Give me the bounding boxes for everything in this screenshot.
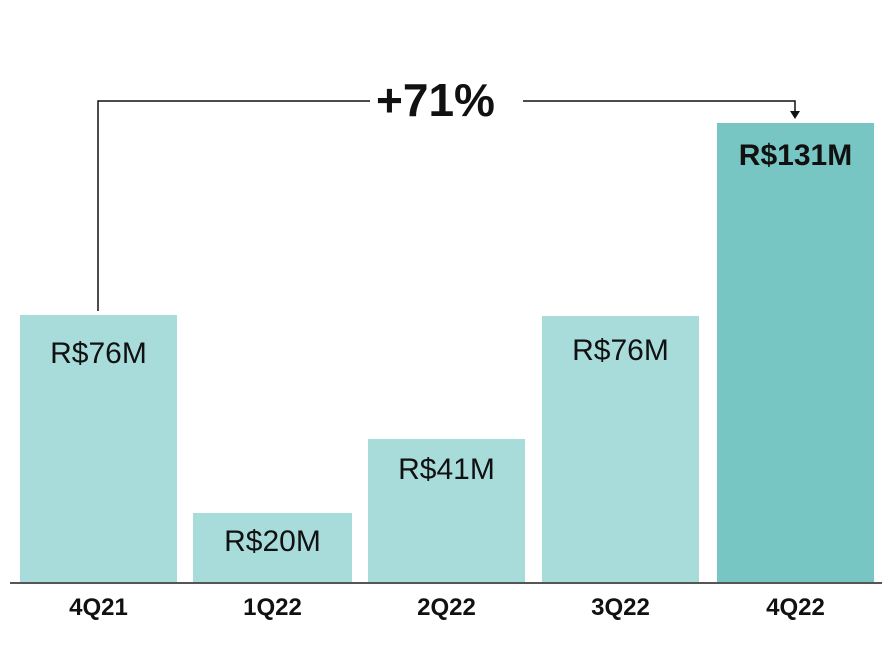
x-tick-label: 4Q22 [766,594,825,621]
x-tick-label: 4Q21 [69,594,128,621]
bar-1q22: R$20M [193,513,352,583]
bar-value-label: R$20M [224,525,321,558]
bar-2q22: R$41M [368,439,525,583]
bar-value-label: R$131M [738,139,853,172]
x-tick-label: 1Q22 [243,594,302,621]
bar-value-label: R$76M [572,334,669,367]
growth-annotation: +71% [376,74,495,126]
bar-value-label: R$41M [398,453,495,486]
x-tick-label: 3Q22 [591,594,650,621]
bar-4q21: R$76M [20,315,177,583]
bar-value-label: R$76M [50,337,147,370]
bar-3q22: R$76M [542,316,699,583]
x-tick-label: 2Q22 [417,594,476,621]
bar-4q22: R$131M [717,123,874,583]
x-axis-line [10,582,882,584]
